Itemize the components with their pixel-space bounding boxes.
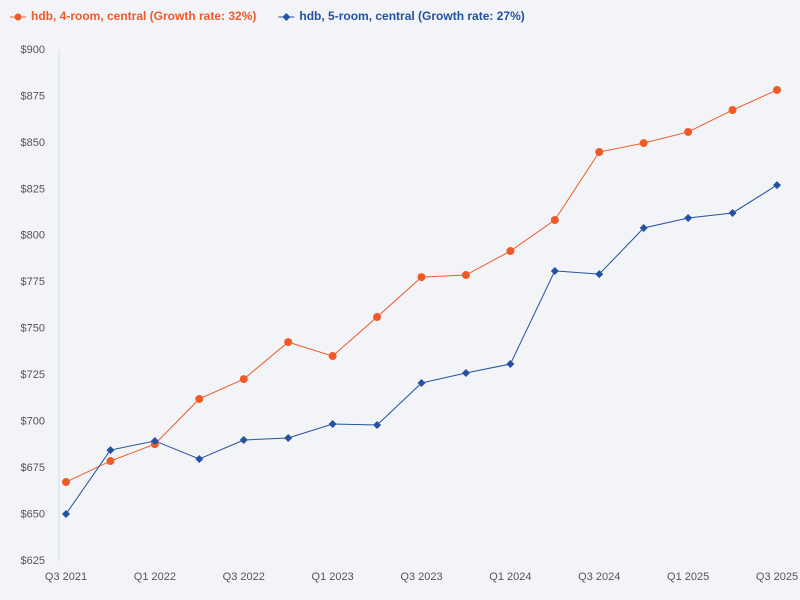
data-point — [639, 224, 648, 233]
series-line — [65, 89, 778, 483]
data-point — [461, 271, 470, 280]
data-point — [461, 368, 470, 377]
data-point — [506, 247, 515, 256]
data-point — [328, 352, 337, 361]
y-tick-label: $750 — [21, 323, 45, 335]
data-point — [62, 478, 70, 487]
data-point — [550, 266, 559, 275]
data-point — [284, 433, 293, 442]
legend-label: hdb, 5-room, central (Growth rate: 27%) — [299, 9, 524, 23]
x-tick-label: Q3 2021 — [45, 571, 87, 583]
data-point — [195, 454, 204, 463]
data-point — [62, 509, 70, 518]
y-tick-label: $650 — [21, 508, 45, 520]
data-point — [728, 106, 737, 115]
data-point — [595, 270, 604, 279]
data-point — [239, 436, 248, 445]
x-tick-label: Q3 2022 — [223, 571, 265, 583]
data-point — [373, 313, 382, 322]
y-tick-label: $625 — [21, 555, 45, 567]
x-tick-label: Q3 2024 — [578, 571, 620, 583]
series-line — [65, 184, 778, 515]
data-point — [639, 139, 648, 148]
data-point — [684, 213, 693, 222]
data-point — [284, 338, 293, 347]
x-tick-label: Q1 2022 — [134, 571, 176, 583]
legend-marker — [14, 13, 22, 21]
legend-marker — [282, 13, 291, 21]
x-tick-label: Q1 2023 — [312, 571, 354, 583]
data-point — [417, 273, 426, 282]
x-tick-label: Q3 2025 — [756, 571, 798, 583]
y-tick-label: $775 — [21, 276, 45, 288]
y-tick-label: $900 — [21, 44, 45, 56]
data-point — [773, 181, 781, 190]
y-tick-label: $850 — [21, 137, 45, 149]
data-point — [373, 420, 382, 429]
y-tick-label: $675 — [21, 462, 45, 474]
x-tick-label: Q1 2025 — [667, 571, 709, 583]
data-point — [195, 394, 204, 403]
y-tick-label: $875 — [21, 90, 45, 102]
x-tick-label: Q1 2024 — [489, 571, 531, 583]
data-point — [684, 127, 693, 136]
data-point — [106, 457, 115, 466]
x-tick-label: Q3 2023 — [400, 571, 442, 583]
data-point — [328, 420, 337, 429]
data-point — [417, 378, 426, 387]
legend-label: hdb, 4-room, central (Growth rate: 32%) — [31, 9, 256, 23]
data-point — [150, 436, 159, 445]
y-tick-label: $725 — [21, 369, 45, 381]
y-tick-label: $825 — [21, 183, 45, 195]
data-point — [106, 446, 115, 455]
data-point — [773, 85, 781, 94]
y-tick-label: $800 — [21, 230, 45, 242]
y-tick-label: $700 — [21, 416, 45, 428]
data-point — [506, 360, 515, 369]
data-point — [728, 208, 737, 217]
data-point — [550, 216, 559, 225]
data-point — [239, 375, 248, 384]
data-point — [595, 148, 604, 157]
